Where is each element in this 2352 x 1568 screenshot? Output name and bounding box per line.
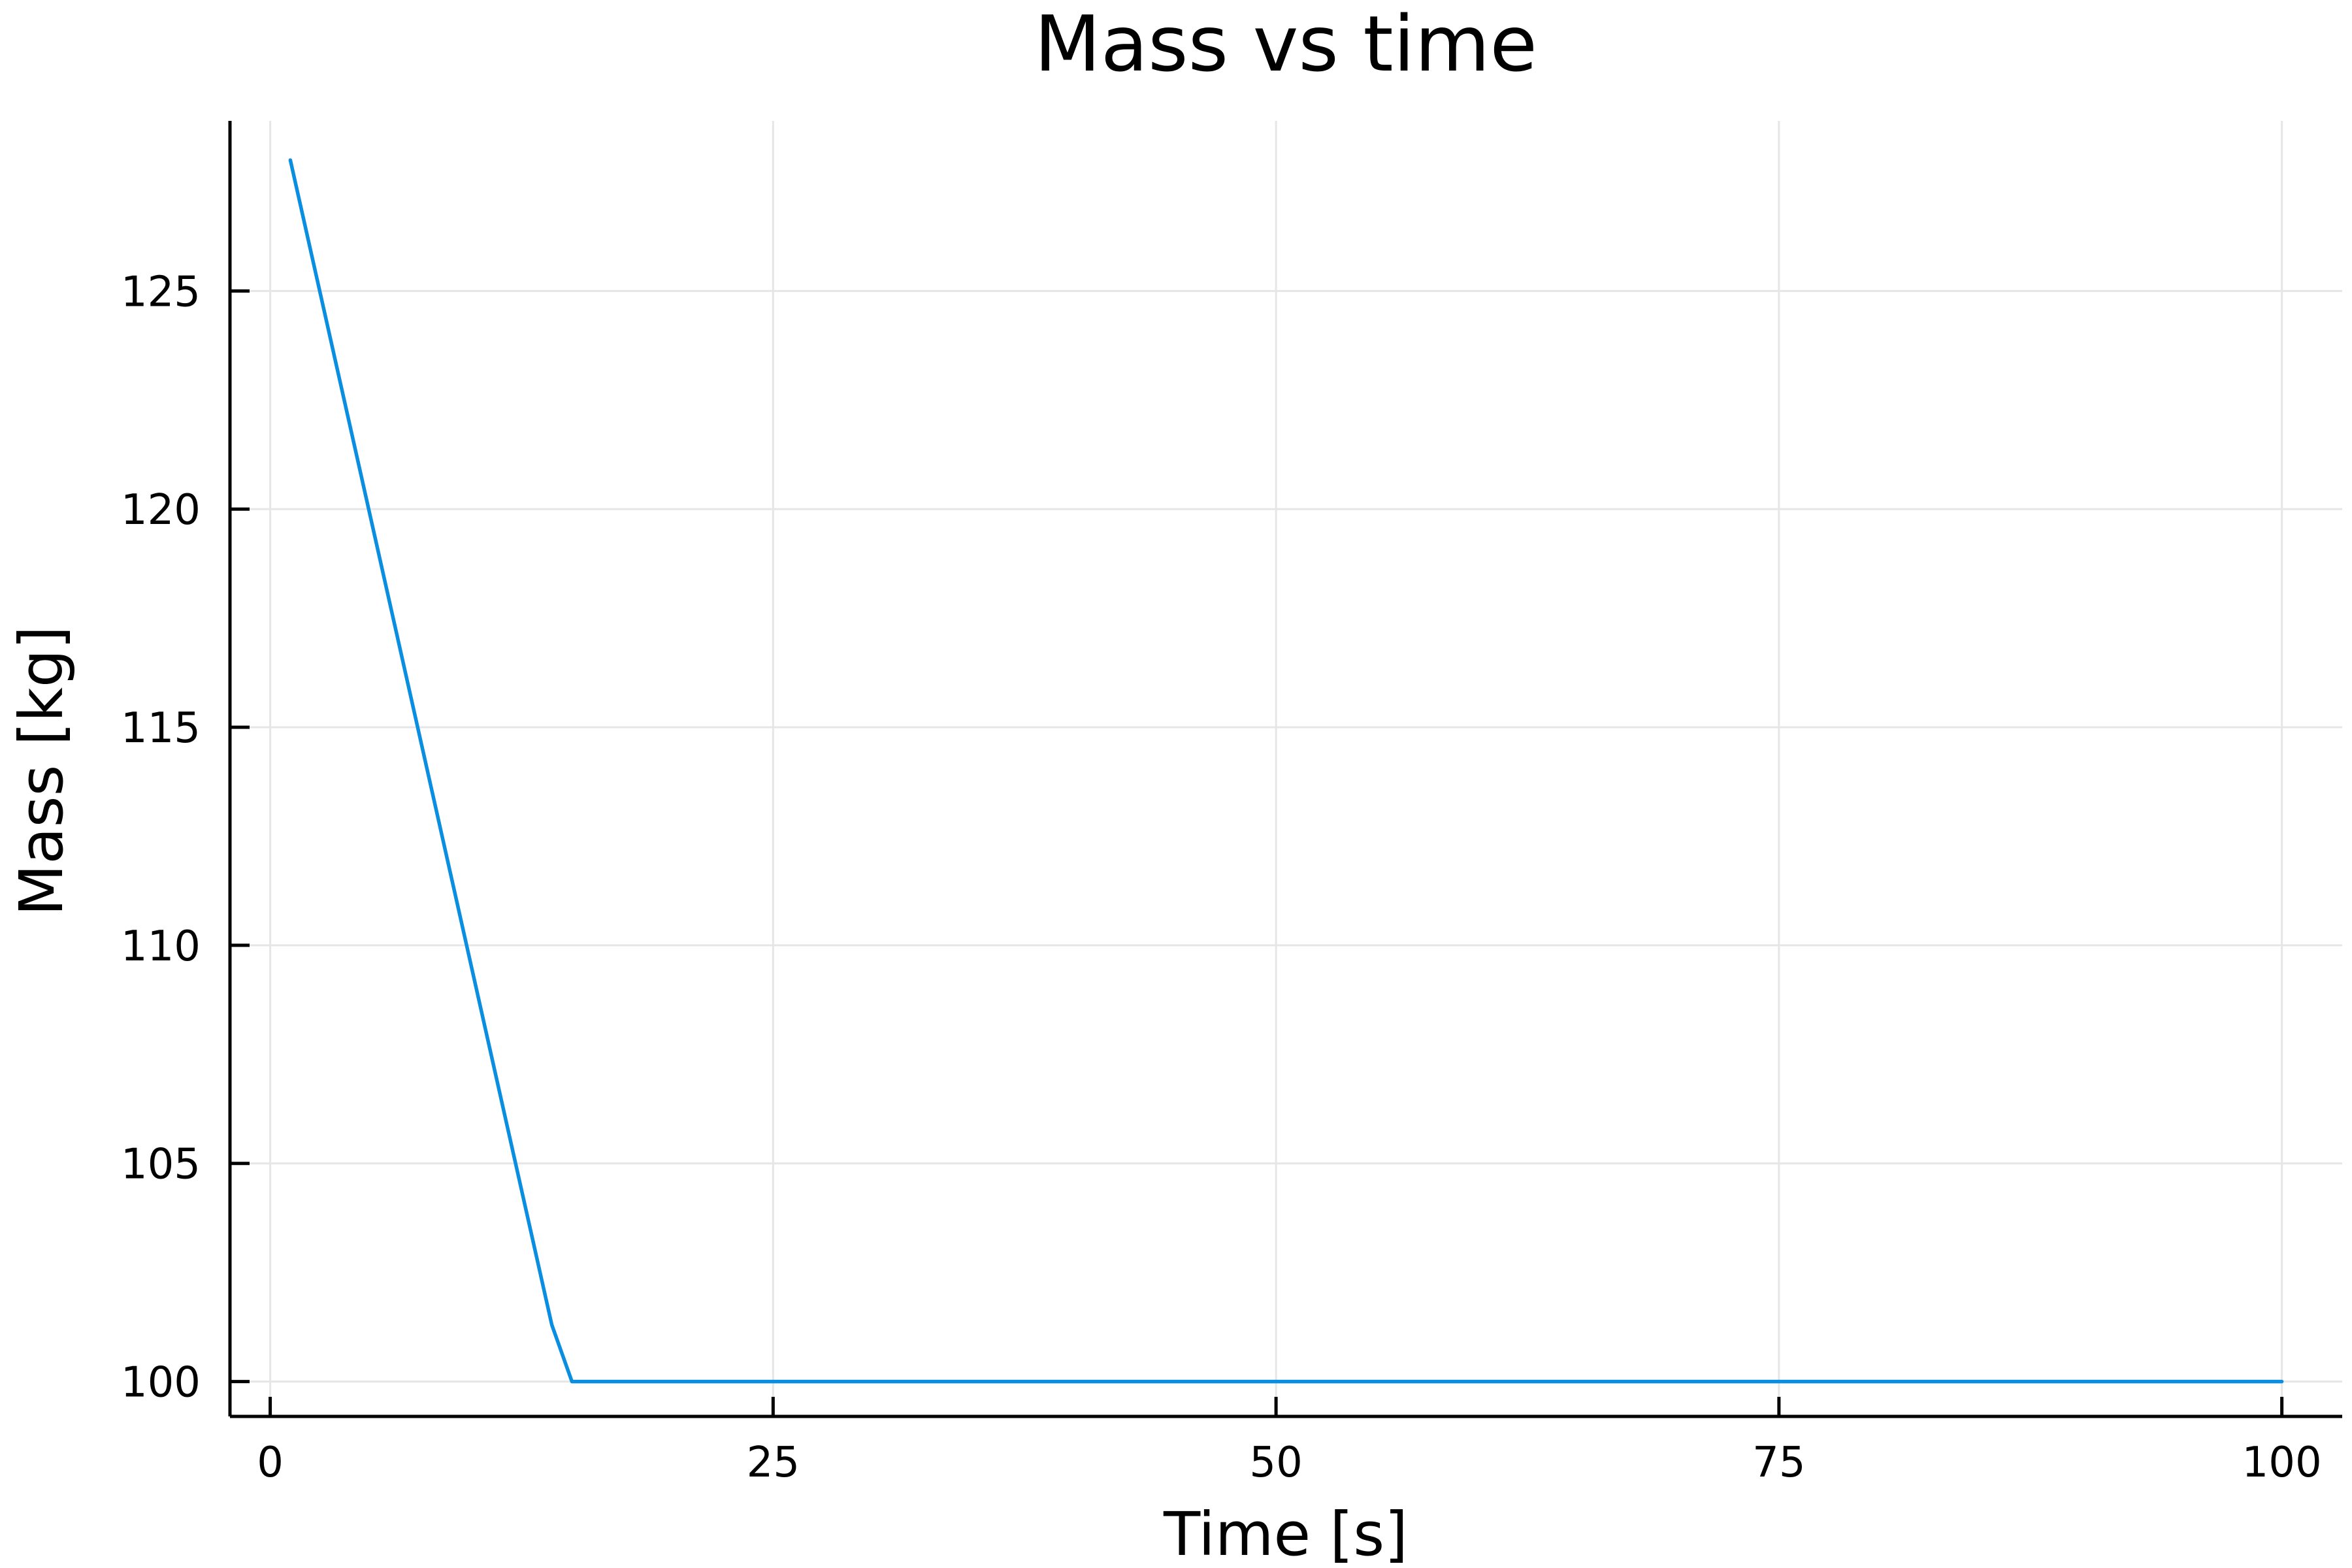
y-tick-label: 110 <box>121 923 201 971</box>
x-tick-label: 0 <box>257 1439 284 1487</box>
x-tick-label: 25 <box>747 1439 800 1487</box>
x-axis-label: Time [s] <box>1163 1499 1408 1568</box>
series-line <box>288 158 2284 1384</box>
y-tick-label: 115 <box>121 704 201 753</box>
y-tick-label: 105 <box>121 1141 201 1189</box>
chart-title: Mass vs time <box>1034 0 1537 89</box>
y-axis-label: Mass [kg] <box>7 626 76 916</box>
y-axis-ticks: 100 105 110 115 120 125 <box>121 268 250 1407</box>
y-tick-label: 120 <box>121 486 201 534</box>
y-tick-label: 125 <box>121 268 201 316</box>
x-tick-label: 75 <box>1752 1439 1805 1487</box>
x-tick-label: 100 <box>2242 1439 2322 1487</box>
series-group <box>288 158 2284 1384</box>
axes <box>228 121 2342 1418</box>
x-axis-ticks: 0 25 50 75 100 <box>257 1397 2322 1487</box>
x-tick-label: 50 <box>1249 1439 1302 1487</box>
y-tick-label: 100 <box>121 1359 201 1407</box>
